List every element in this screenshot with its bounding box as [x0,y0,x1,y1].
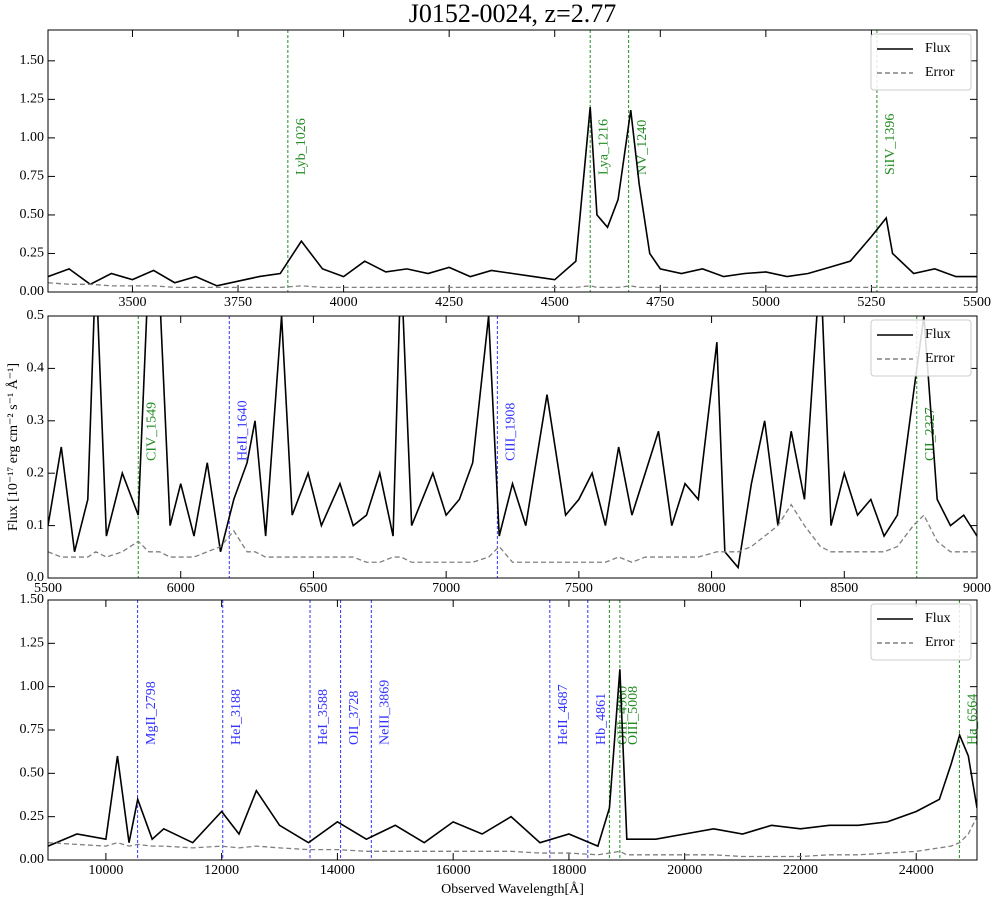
x-tick-label: 22000 [783,863,818,878]
y-tick-label: 1.25 [20,636,45,651]
plot-frame [47,599,978,861]
legend-label: Flux [925,611,951,626]
emission-label: HeI_3188 [229,689,244,745]
emission-label: OII_3728 [347,691,362,745]
x-tick-label: 5500 [34,581,62,596]
y-tick-label: 0.50 [20,207,45,222]
legend-label: Error [925,635,955,650]
x-tick-label: 5500 [963,295,991,310]
x-tick-label: 7000 [432,581,460,596]
emission-label: CIII_1908 [504,403,519,461]
emission-label: HeII_1640 [236,400,251,461]
emission-label: HeII_4687 [556,684,571,745]
x-axis-label: Observed Wavelength[Å] [441,881,584,897]
x-tick-label: 3500 [118,295,146,310]
y-tick-label: 1.50 [20,592,45,607]
y-tick-label: 0.75 [20,169,45,184]
emission-label: Lya_1216 [596,119,611,175]
y-tick-label: 0.5 [27,308,45,323]
x-tick-label: 4250 [435,295,463,310]
x-tick-label: 24000 [899,863,934,878]
x-tick-label: 16000 [436,863,471,878]
plot-frame [47,315,978,579]
emission-label: OIII_4960 [616,686,631,745]
spectrum-line [48,503,977,563]
emission-label: Lyb_1026 [294,118,309,175]
x-tick-label: 6500 [299,581,327,596]
y-tick-label: 0.1 [27,518,45,533]
x-tick-label: 10000 [88,863,123,878]
spectrum-line [48,816,977,858]
y-tick-label: 0.75 [20,722,45,737]
plot-frame [47,29,978,293]
legend-label: Error [925,351,955,366]
y-tick-label: 1.00 [20,130,45,145]
x-tick-label: 8500 [830,581,858,596]
legend-label: Error [925,65,955,80]
x-tick-label: 4500 [541,295,569,310]
x-tick-label: 3750 [224,295,252,310]
emission-label: Ha_6564 [966,694,981,745]
spectrum-line [48,106,977,287]
y-tick-label: 1.25 [20,92,45,107]
x-tick-label: 5250 [857,295,885,310]
y-axis-label: Flux [10⁻¹⁷ erg cm⁻² s⁻¹ Å⁻¹] [5,363,21,531]
legend-label: Flux [925,327,951,342]
emission-label: Hb_4861 [594,693,609,745]
spectrum-line [48,316,977,570]
x-tick-label: 20000 [667,863,702,878]
x-tick-label: 6000 [167,581,195,596]
x-tick-label: 7500 [565,581,593,596]
x-tick-label: 18000 [551,863,586,878]
emission-label: NeIII_3869 [378,680,393,745]
legend-label: Flux [925,41,951,56]
spectrum-line [48,282,977,289]
panel: Observed Wavelength[Å] 0.00 0.25 0.50 0.75 1.… [20,592,981,897]
emission-label: CIV_1549 [144,402,159,461]
x-tick-label: 12000 [204,863,239,878]
y-tick-label: 1.00 [20,679,45,694]
y-tick-label: 0.3 [27,413,45,428]
x-tick-label: 4000 [330,295,358,310]
emission-label: OIII_5008 [626,686,641,745]
x-tick-label: 8000 [698,581,726,596]
chart-title: J0152-0024, z=2.77 [409,0,616,28]
y-tick-label: 0.50 [20,766,45,781]
y-tick-label: 0.00 [20,852,45,867]
x-tick-label: 14000 [320,863,355,878]
y-tick-label: 1.50 [20,53,45,68]
y-tick-label: 0.0 [27,570,45,585]
legend-box [870,603,972,661]
legend-box [870,319,972,377]
emission-label: MgII_2798 [144,681,159,745]
y-tick-label: 0.00 [20,284,45,299]
y-tick-label: 0.2 [27,465,45,480]
y-tick-label: 0.4 [27,361,45,376]
x-tick-label: 9000 [963,581,991,596]
legend-box [870,33,972,91]
x-tick-label: 5000 [752,295,780,310]
y-tick-label: 0.25 [20,809,45,824]
x-tick-label: 4750 [646,295,674,310]
spectrum-line [48,669,977,848]
emission-label: NV_1240 [635,120,650,175]
y-tick-label: 0.25 [20,246,45,261]
emission-label: SiIV_1396 [883,114,898,175]
panel: J0152-0024, z=2.77 0.00 0.25 0.50 0.75 1.00 1.… [20,0,992,310]
panel: Flux [10⁻¹⁷ erg cm⁻² s⁻¹ Å⁻¹] 0.0 0.1 0.2 0.… [5,308,991,596]
emission-label: HeI_3588 [316,689,331,745]
